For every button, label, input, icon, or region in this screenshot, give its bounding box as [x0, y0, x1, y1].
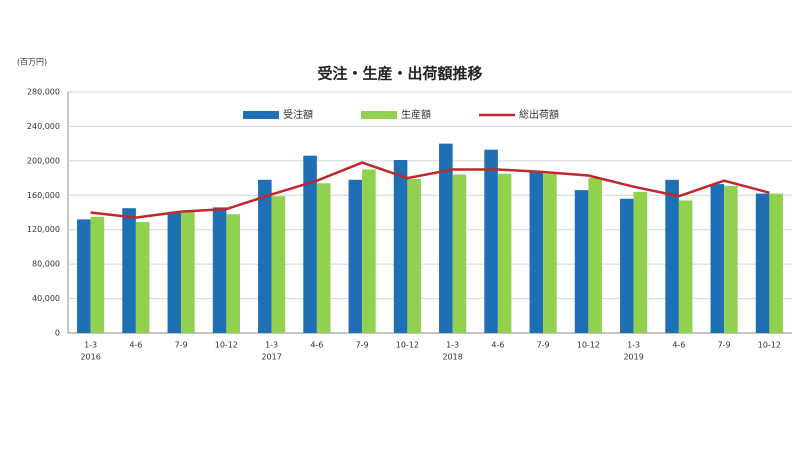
- line: [90, 161, 770, 219]
- bar: [724, 185, 738, 333]
- chart-title: 受注・生産・出荷額推移: [317, 65, 482, 83]
- bar: [529, 172, 544, 333]
- bar: [167, 212, 182, 333]
- legend-label: 受注額: [283, 108, 313, 121]
- bar: [212, 207, 227, 333]
- y-tick-label: 200,000: [27, 156, 60, 165]
- bar: [710, 184, 725, 333]
- y-tick-label: 160,000: [27, 191, 60, 200]
- x-tick-label: 4-6: [672, 341, 685, 350]
- bar: [484, 149, 498, 333]
- y-tick-label: 280,000: [27, 88, 60, 97]
- x-tick-label: 7-9: [175, 341, 188, 350]
- legend-label: 総出荷額: [519, 108, 559, 121]
- x-tick-label: 4-6: [310, 341, 323, 350]
- bar: [90, 216, 105, 333]
- bar: [77, 219, 91, 333]
- bar: [122, 208, 136, 333]
- bar: [678, 200, 693, 333]
- bar: [407, 178, 421, 333]
- x-tick-label: 10-12: [577, 341, 600, 350]
- x-tick-label: 4-6: [129, 341, 142, 350]
- x-tick-label: 4-6: [491, 341, 504, 350]
- bar: [755, 193, 770, 333]
- bar: [439, 143, 453, 333]
- bar: [181, 211, 195, 333]
- bar: [769, 193, 783, 333]
- x-tick-label: 10-12: [215, 341, 238, 350]
- bar: [348, 179, 363, 333]
- bar: [452, 174, 467, 333]
- x-tick-label: 7-9: [356, 341, 369, 350]
- year-label: 2016: [80, 353, 100, 362]
- x-tick-label: 1-3: [446, 341, 459, 350]
- bar: [271, 196, 286, 333]
- y-tick-label: 0: [55, 329, 60, 338]
- y-tick-label: 120,000: [27, 225, 60, 234]
- y-tick-label: 40,000: [32, 294, 60, 303]
- x-tick-label: 7-9: [718, 341, 731, 350]
- bar: [588, 178, 602, 333]
- bar: [362, 169, 376, 333]
- bar: [303, 155, 317, 333]
- y-tick-label: 80,000: [32, 260, 60, 269]
- bar: [543, 173, 557, 333]
- year-label: 2018: [442, 353, 462, 362]
- x-tick-label: 10-12: [396, 341, 419, 350]
- bar: [316, 183, 331, 333]
- x-tick-label: 1-3: [84, 341, 97, 350]
- year-label: 2019: [623, 353, 643, 362]
- x-tick-label: 1-3: [627, 341, 640, 350]
- x-tick-label: 1-3: [265, 341, 278, 350]
- legend-swatch: [361, 111, 397, 119]
- x-tick-label: 7-9: [537, 341, 550, 350]
- bar: [135, 221, 150, 333]
- year-label: 2017: [261, 353, 281, 362]
- legend-label: 生産額: [401, 108, 431, 121]
- bar: [620, 198, 634, 333]
- bar: [258, 179, 272, 333]
- bar: [226, 214, 240, 333]
- x-tick-label: 10-12: [758, 341, 781, 350]
- legend-swatch: [243, 111, 279, 119]
- bar: [574, 190, 589, 333]
- bar: [665, 179, 679, 333]
- unit-label: (百万円): [17, 58, 47, 67]
- bar: [633, 191, 648, 333]
- bar: [497, 173, 512, 333]
- y-tick-label: 240,000: [27, 122, 60, 131]
- bar: [393, 159, 408, 333]
